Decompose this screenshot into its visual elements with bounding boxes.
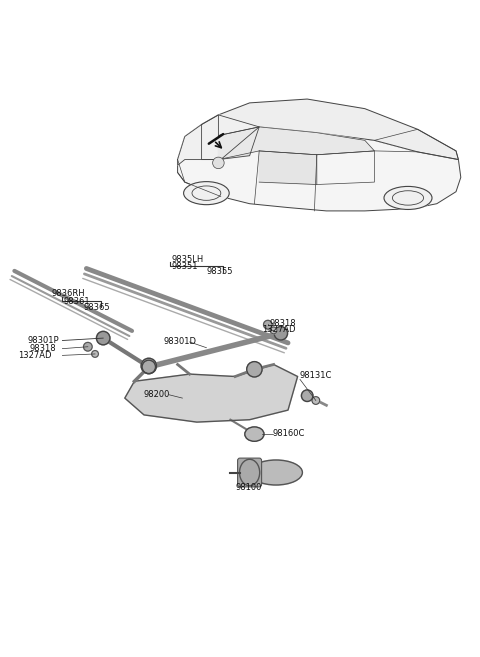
Polygon shape bbox=[218, 99, 458, 160]
Ellipse shape bbox=[250, 460, 302, 485]
Text: 1327AD: 1327AD bbox=[18, 351, 52, 360]
Text: 98301P: 98301P bbox=[28, 336, 60, 345]
Ellipse shape bbox=[245, 427, 264, 442]
Circle shape bbox=[247, 361, 262, 377]
Text: 98200: 98200 bbox=[143, 390, 169, 399]
Ellipse shape bbox=[240, 459, 260, 486]
Circle shape bbox=[213, 157, 224, 169]
Text: 98131C: 98131C bbox=[300, 371, 332, 380]
Text: 98361: 98361 bbox=[64, 297, 90, 306]
Text: 98318: 98318 bbox=[30, 344, 56, 353]
Text: 9836RH: 9836RH bbox=[52, 290, 85, 298]
Ellipse shape bbox=[384, 187, 432, 210]
Circle shape bbox=[142, 360, 156, 374]
Polygon shape bbox=[125, 365, 298, 422]
Circle shape bbox=[270, 327, 277, 334]
Text: 1327AD: 1327AD bbox=[262, 325, 295, 334]
Text: 98355: 98355 bbox=[206, 267, 233, 277]
Polygon shape bbox=[178, 115, 259, 166]
Polygon shape bbox=[259, 151, 317, 185]
Text: 98365: 98365 bbox=[84, 303, 110, 312]
FancyBboxPatch shape bbox=[238, 458, 262, 487]
Text: 98351: 98351 bbox=[171, 261, 198, 271]
Circle shape bbox=[264, 321, 272, 329]
Circle shape bbox=[96, 331, 110, 345]
Circle shape bbox=[301, 390, 313, 401]
Circle shape bbox=[141, 358, 156, 374]
Circle shape bbox=[92, 351, 98, 357]
Text: 98318: 98318 bbox=[270, 319, 296, 328]
Circle shape bbox=[312, 397, 320, 404]
Text: 98100: 98100 bbox=[235, 484, 262, 492]
Circle shape bbox=[84, 342, 92, 351]
Circle shape bbox=[274, 327, 288, 340]
Polygon shape bbox=[202, 115, 259, 160]
Polygon shape bbox=[218, 127, 374, 160]
Text: 9835LH: 9835LH bbox=[172, 255, 204, 264]
Ellipse shape bbox=[183, 181, 229, 205]
Polygon shape bbox=[178, 115, 461, 211]
Text: 98301D: 98301D bbox=[163, 338, 196, 346]
Text: 98160C: 98160C bbox=[273, 428, 305, 438]
